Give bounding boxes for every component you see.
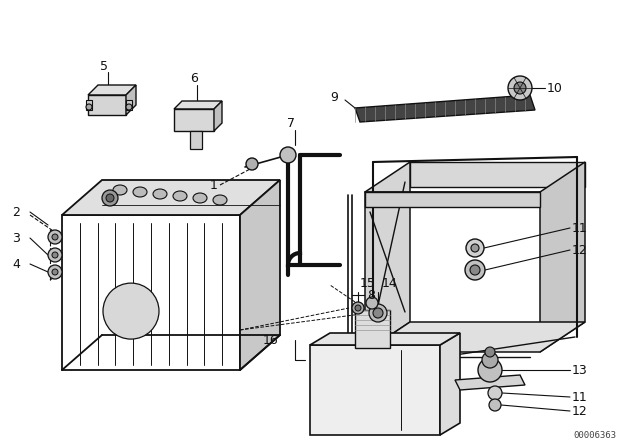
Circle shape	[471, 244, 479, 252]
Circle shape	[48, 265, 62, 279]
Text: 00006363: 00006363	[573, 431, 616, 439]
Circle shape	[52, 269, 58, 275]
Polygon shape	[310, 333, 460, 345]
Circle shape	[485, 347, 495, 357]
Bar	[310, 345, 440, 435]
Bar	[126, 100, 132, 110]
Polygon shape	[174, 101, 222, 109]
Circle shape	[355, 305, 361, 311]
Circle shape	[48, 248, 62, 262]
Circle shape	[103, 283, 159, 339]
Polygon shape	[240, 180, 280, 370]
Text: 2: 2	[12, 206, 20, 219]
Circle shape	[102, 190, 118, 206]
Circle shape	[470, 265, 480, 275]
Text: 10: 10	[547, 82, 563, 95]
Circle shape	[369, 304, 387, 322]
Circle shape	[126, 104, 132, 110]
Circle shape	[106, 194, 114, 202]
Circle shape	[514, 82, 526, 94]
Circle shape	[478, 358, 502, 382]
Polygon shape	[365, 162, 410, 352]
Text: 14: 14	[382, 276, 397, 289]
Bar	[365, 192, 540, 207]
Ellipse shape	[173, 191, 187, 201]
Circle shape	[280, 147, 296, 163]
Circle shape	[352, 302, 364, 314]
Text: 11: 11	[572, 391, 588, 404]
Polygon shape	[440, 333, 460, 435]
Polygon shape	[88, 85, 136, 95]
Ellipse shape	[193, 193, 207, 203]
Circle shape	[52, 234, 58, 240]
Text: 7: 7	[287, 116, 295, 129]
Circle shape	[465, 260, 485, 280]
Polygon shape	[455, 375, 525, 390]
Text: 9: 9	[330, 90, 338, 103]
Text: 12: 12	[572, 244, 588, 257]
Polygon shape	[214, 101, 222, 131]
Text: 15: 15	[360, 276, 376, 289]
Ellipse shape	[153, 189, 167, 199]
Circle shape	[488, 386, 502, 400]
Circle shape	[482, 352, 498, 368]
Text: 6: 6	[190, 72, 198, 85]
Polygon shape	[355, 95, 535, 122]
Text: 3: 3	[12, 232, 20, 245]
Bar	[190, 131, 202, 149]
Text: 16: 16	[262, 333, 278, 346]
Circle shape	[366, 297, 378, 309]
Ellipse shape	[113, 185, 127, 195]
Ellipse shape	[213, 195, 227, 205]
Circle shape	[373, 308, 383, 318]
Bar	[355, 310, 390, 348]
Circle shape	[52, 252, 58, 258]
Polygon shape	[410, 162, 585, 187]
Text: 1: 1	[210, 178, 218, 191]
Circle shape	[86, 104, 92, 110]
Bar	[62, 215, 240, 370]
Polygon shape	[540, 162, 585, 352]
Circle shape	[508, 76, 532, 100]
Bar	[174, 109, 214, 131]
Polygon shape	[62, 180, 280, 215]
Bar	[86, 100, 92, 110]
Text: 5: 5	[100, 60, 108, 73]
Circle shape	[489, 399, 501, 411]
Ellipse shape	[133, 187, 147, 197]
Text: 11: 11	[572, 221, 588, 234]
Text: 12: 12	[572, 405, 588, 418]
Circle shape	[246, 158, 258, 170]
Polygon shape	[365, 322, 585, 352]
Text: 8: 8	[367, 289, 375, 302]
Text: 13: 13	[572, 363, 588, 376]
Circle shape	[466, 239, 484, 257]
Polygon shape	[126, 85, 136, 115]
Text: 4: 4	[12, 258, 20, 271]
Bar	[88, 95, 126, 115]
Circle shape	[48, 230, 62, 244]
